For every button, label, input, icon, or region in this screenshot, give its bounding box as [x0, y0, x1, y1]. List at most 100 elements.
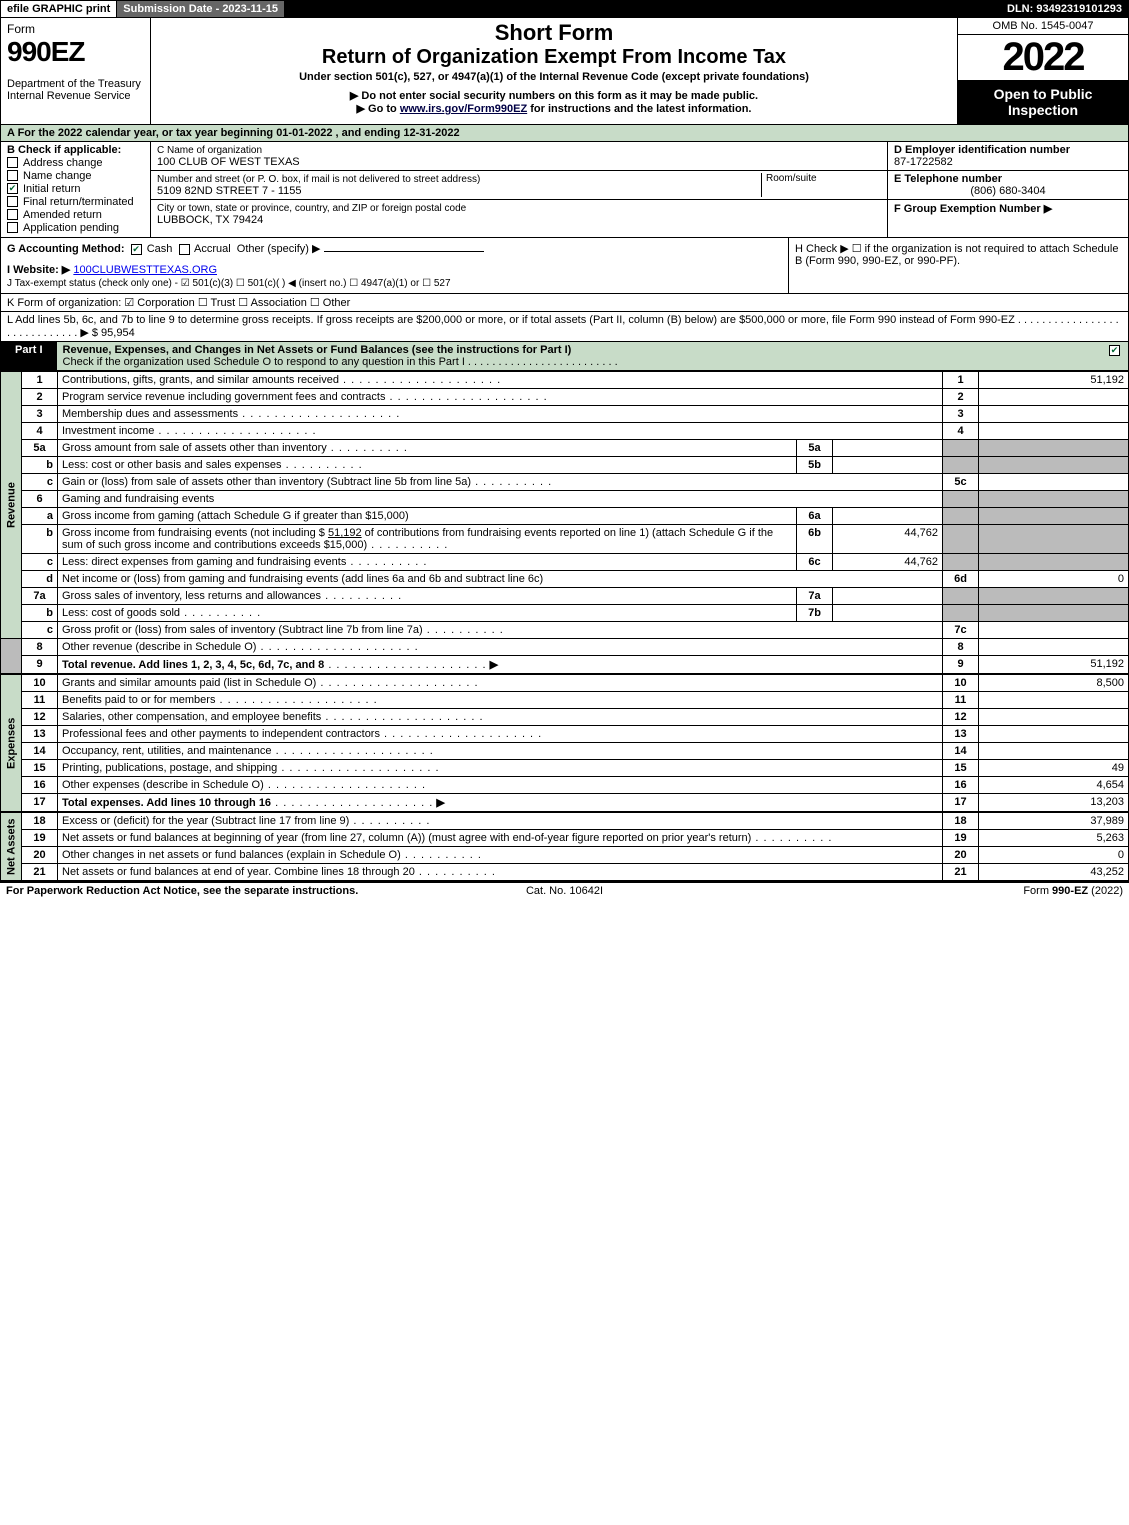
chk-address-change[interactable]: Address change: [7, 157, 144, 169]
row-a-tax-year: A For the 2022 calendar year, or tax yea…: [0, 125, 1129, 142]
form-word: Form: [7, 22, 144, 36]
line-text: Gain or (loss) from sale of assets other…: [62, 476, 471, 488]
top-bar: efile GRAPHIC print Submission Date - 20…: [0, 0, 1129, 18]
chk-final-return[interactable]: Final return/terminated: [7, 196, 144, 208]
line-rn: 5c: [943, 474, 979, 491]
line-no: 17: [22, 794, 58, 812]
footer-left-text: For Paperwork Reduction Act Notice, see …: [6, 885, 358, 897]
g-label: G Accounting Method:: [7, 243, 125, 255]
chk-label: Application pending: [23, 222, 119, 234]
line-text: Gross amount from sale of assets other t…: [62, 442, 327, 454]
line-rv: 4,654: [979, 777, 1129, 794]
line-no: 18: [22, 813, 58, 830]
department-label: Department of the Treasury Internal Reve…: [7, 78, 144, 102]
line-no: 14: [22, 743, 58, 760]
line-text: Less: cost or other basis and sales expe…: [62, 459, 282, 471]
line-desc: Professional fees and other payments to …: [58, 726, 943, 743]
checkbox-icon[interactable]: [131, 244, 142, 255]
line-rn-shade: [943, 554, 979, 571]
line-rv-shade: [979, 588, 1129, 605]
line-no: d: [22, 571, 58, 588]
l6b-pre: Gross income from fundraising events (no…: [62, 527, 328, 539]
goto-link[interactable]: www.irs.gov/Form990EZ: [400, 103, 527, 115]
omb-number: OMB No. 1545-0047: [958, 18, 1128, 35]
netassets-table: Net Assets 18 Excess or (deficit) for th…: [0, 812, 1129, 881]
accounting-method: G Accounting Method: Cash Accrual Other …: [7, 242, 782, 255]
dln-label: DLN: 93492319101293: [1001, 1, 1128, 17]
expenses-vlabel: Expenses: [1, 675, 22, 812]
line-rn: 7c: [943, 622, 979, 639]
line-rn-shade: [943, 491, 979, 508]
line-desc: Excess or (deficit) for the year (Subtra…: [58, 813, 943, 830]
line-rv: 49: [979, 760, 1129, 777]
line-text: Less: cost of goods sold: [62, 607, 180, 619]
line-text: Net assets or fund balances at beginning…: [62, 832, 751, 844]
line-desc: Less: cost or other basis and sales expe…: [58, 457, 797, 474]
tel-label: E Telephone number: [894, 173, 1002, 185]
line-text: Other expenses (describe in Schedule O): [62, 779, 264, 791]
j-tax-exempt-status: J Tax-exempt status (check only one) - ☑…: [7, 278, 782, 289]
return-title: Return of Organization Exempt From Incom…: [157, 46, 951, 69]
mini-no: 7b: [797, 605, 833, 622]
city-cell: City or town, state or province, country…: [151, 200, 887, 228]
org-name-label: C Name of organization: [157, 145, 262, 156]
line-desc: Total revenue. Add lines 1, 2, 3, 4, 5c,…: [58, 656, 943, 674]
line-no: 10: [22, 675, 58, 692]
line-no: a: [22, 508, 58, 525]
street-cell: Number and street (or P. O. box, if mail…: [151, 171, 887, 200]
mini-no: 5a: [797, 440, 833, 457]
line-rn: 9: [943, 656, 979, 674]
line-desc: Gross sales of inventory, less returns a…: [58, 588, 797, 605]
checkbox-icon[interactable]: [179, 244, 190, 255]
chk-initial-return[interactable]: Initial return: [7, 183, 144, 195]
row-a-text: A For the 2022 calendar year, or tax yea…: [7, 127, 460, 139]
i-label: I Website: ▶: [7, 264, 70, 276]
line-no: 15: [22, 760, 58, 777]
line-rv: 13,203: [979, 794, 1129, 812]
form-number: 990EZ: [7, 36, 144, 68]
efile-label[interactable]: efile GRAPHIC print: [1, 1, 117, 17]
footer-left: For Paperwork Reduction Act Notice, see …: [6, 885, 378, 897]
mini-val: [833, 588, 943, 605]
line-desc: Occupancy, rent, utilities, and maintena…: [58, 743, 943, 760]
goto-pre: ▶ Go to: [357, 103, 400, 115]
line-rn-shade: [943, 508, 979, 525]
line-no: 21: [22, 864, 58, 881]
chk-label: Address change: [23, 157, 103, 169]
mini-no: 7a: [797, 588, 833, 605]
line-rn: 2: [943, 389, 979, 406]
checkbox-icon: [1109, 345, 1120, 356]
line-rv: [979, 474, 1129, 491]
form-header: Form 990EZ Department of the Treasury In…: [0, 18, 1129, 125]
col-b-checkboxes: B Check if applicable: Address change Na…: [1, 142, 151, 237]
l6b-amt: 51,192: [328, 527, 362, 539]
line-text: Gross profit or (loss) from sales of inv…: [62, 624, 423, 636]
part1-checkbox[interactable]: [1103, 342, 1128, 370]
line-desc: Other expenses (describe in Schedule O): [58, 777, 943, 794]
line-desc: Net income or (loss) from gaming and fun…: [58, 571, 943, 588]
line-desc: Gross income from fundraising events (no…: [58, 525, 797, 554]
line-desc: Salaries, other compensation, and employ…: [58, 709, 943, 726]
line-rn-shade: [943, 605, 979, 622]
line-no: 5a: [22, 440, 58, 457]
line-text: Benefits paid to or for members: [62, 694, 215, 706]
line-no: 16: [22, 777, 58, 794]
chk-label: Amended return: [23, 209, 102, 221]
line-rv: 0: [979, 571, 1129, 588]
header-mid: Short Form Return of Organization Exempt…: [151, 18, 958, 124]
line-text: Gross sales of inventory, less returns a…: [62, 590, 321, 602]
short-form-title: Short Form: [157, 20, 951, 46]
chk-application-pending[interactable]: Application pending: [7, 222, 144, 234]
line-rv: [979, 692, 1129, 709]
website-link[interactable]: 100CLUBWESTTEXAS.ORG: [73, 264, 217, 276]
line-desc: Total expenses. Add lines 10 through 16 …: [58, 794, 943, 812]
line-rv: 0: [979, 847, 1129, 864]
chk-amended-return[interactable]: Amended return: [7, 209, 144, 221]
line-rv: [979, 423, 1129, 440]
line-no: 9: [22, 656, 58, 674]
line-text: Investment income: [62, 425, 154, 437]
line-rn: 3: [943, 406, 979, 423]
chk-name-change[interactable]: Name change: [7, 170, 144, 182]
goto-post: for instructions and the latest informat…: [527, 103, 751, 115]
header-left: Form 990EZ Department of the Treasury In…: [1, 18, 151, 124]
